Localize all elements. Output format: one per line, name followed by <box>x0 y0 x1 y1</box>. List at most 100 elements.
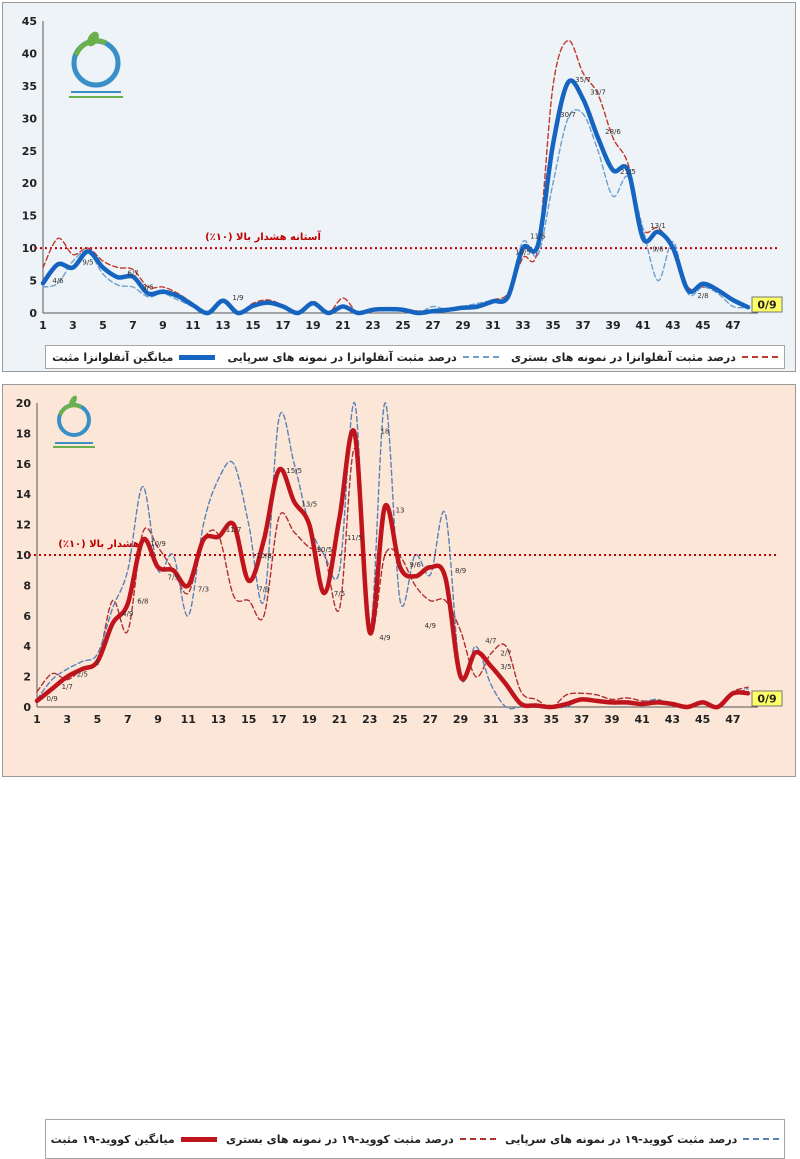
y-tick-label: 10 <box>16 549 32 562</box>
x-tick-label: 7 <box>124 713 132 726</box>
flu-chart-panel: 0 5 10 15 20 25 30 35 40 45 1 3 5 7 9 11 13 15 17 19 21 23 25 2… <box>2 2 796 372</box>
x-tick-label: 45 <box>695 713 710 726</box>
x-tick-label: 1 <box>39 319 47 332</box>
legend-label: درصد مثبت آنفلوانزا در نمونه های بستری <box>511 350 736 364</box>
data-label: 2/5 <box>77 671 88 679</box>
data-label: 3/6 <box>142 284 154 292</box>
logo-icon <box>53 395 95 448</box>
data-label: 2/8 <box>697 292 708 300</box>
legend-item-outpatient: درصد مثبت کووید-۱۹ در نمونه های سرپایی <box>505 1133 780 1146</box>
series-line-avg <box>40 78 751 316</box>
legend-label: درصد مثبت کووید-۱۹ در نمونه های بستری <box>226 1132 454 1146</box>
threshold-label: آستانه هشدار بالا (۱۰٪) <box>205 230 321 243</box>
data-label: 10/5 <box>317 546 333 554</box>
data-label: 11/7 <box>226 526 242 534</box>
legend-swatch <box>741 356 778 358</box>
x-tick-label: 39 <box>605 319 620 332</box>
x-tick-label: 3 <box>63 713 71 726</box>
y-tick-label: 16 <box>16 458 32 471</box>
y-tick-label: 4 <box>23 640 31 653</box>
y-tick-label: 20 <box>16 397 32 410</box>
data-label: 7/3 <box>258 585 269 593</box>
data-label: 0/9 <box>46 695 57 703</box>
x-tick-label: 11 <box>185 319 200 332</box>
y-tick-label: 30 <box>22 112 38 125</box>
x-tick-label: 23 <box>362 713 377 726</box>
x-tick-label: 7 <box>129 319 137 332</box>
x-tick-label: 33 <box>513 713 528 726</box>
data-label: 1/7 <box>62 683 73 691</box>
data-label: 18 <box>380 427 389 435</box>
data-label: 13 <box>396 506 405 514</box>
data-label: 1 <box>95 658 99 666</box>
data-label: 15/5 <box>286 467 302 475</box>
x-tick-label: 45 <box>695 319 710 332</box>
x-tick-label: 13 <box>211 713 226 726</box>
x-tick-label: 23 <box>365 319 380 332</box>
data-label: 11/5 <box>530 232 546 240</box>
data-label: 11/5 <box>347 534 363 542</box>
series-line-inpatient <box>42 39 749 315</box>
legend-swatch <box>462 356 499 358</box>
x-tick-label: 15 <box>241 713 256 726</box>
x-tick-label: 11 <box>181 713 196 726</box>
legend-item-outpatient: درصد مثبت آنفلوانزا در نمونه های سرپایی <box>228 351 499 364</box>
x-tick-label: 31 <box>483 713 498 726</box>
legend-item-inpatient: درصد مثبت آنفلوانزا در نمونه های بستری <box>511 351 778 364</box>
x-tick-label: 37 <box>575 319 590 332</box>
x-tick-label: 19 <box>305 319 320 332</box>
y-tick-label: 8 <box>23 579 31 592</box>
y-tick-label: 25 <box>22 145 37 158</box>
data-label: 30/7 <box>560 111 576 119</box>
data-label: 9/6 <box>652 245 664 253</box>
last-value-label: 0/9 <box>757 299 776 312</box>
x-tick-label: 9 <box>154 713 162 726</box>
x-tick-label: 15 <box>245 319 260 332</box>
x-tick-label: 29 <box>453 713 468 726</box>
legend-swatch <box>180 1136 217 1142</box>
data-label: 4/7 <box>485 637 496 645</box>
data-label: 4/9 <box>122 610 133 618</box>
flu-legend: میانگین آنفلوانزا مثبت درصد مثبت آنفلوان… <box>45 345 785 369</box>
legend-item-inpatient: درصد مثبت کووید-۱۹ در نمونه های بستری <box>226 1133 496 1146</box>
x-tick-label: 29 <box>455 319 470 332</box>
data-label: 9/5 <box>82 258 93 266</box>
y-tick-label: 14 <box>16 488 32 501</box>
x-tick-label: 5 <box>94 713 102 726</box>
data-label: 3/5 <box>500 663 511 671</box>
data-label: 6/8 <box>137 598 148 606</box>
x-tick-label: 17 <box>271 713 286 726</box>
y-tick-label: 45 <box>22 15 37 28</box>
x-tick-label: 47 <box>725 713 740 726</box>
data-label: 28/6 <box>605 128 621 136</box>
y-tick-label: 15 <box>22 210 37 223</box>
x-tick-label: 13 <box>215 319 230 332</box>
x-tick-label: 33 <box>515 319 530 332</box>
series-line-avg <box>34 428 751 710</box>
series-line-outpatient <box>36 402 749 710</box>
legend-item-avg: میانگین کووید-۱۹ مثبت <box>51 1133 217 1146</box>
legend-item-avg: میانگین آنفلوانزا مثبت <box>52 351 216 364</box>
y-tick-label: 10 <box>22 242 38 255</box>
data-label: 7/5 <box>334 590 345 598</box>
x-tick-label: 19 <box>302 713 317 726</box>
logo-icon <box>69 31 123 98</box>
data-label: 4/9 <box>425 622 436 630</box>
covid-chart-panel: 0 2 4 6 8 10 12 14 16 18 20 1 3 5 7 9 11 13 15 17 19 21 23 25 27… <box>2 384 796 1159</box>
x-tick-label: 31 <box>485 319 500 332</box>
x-tick-label: 43 <box>665 713 680 726</box>
x-tick-label: 9 <box>159 319 167 332</box>
y-tick-label: 12 <box>16 519 31 532</box>
x-tick-label: 43 <box>665 319 680 332</box>
y-tick-label: 0 <box>23 701 31 714</box>
x-tick-label: 47 <box>725 319 740 332</box>
series-line-outpatient <box>42 109 749 314</box>
data-label: 7/9 <box>168 573 179 581</box>
data-label: 2/7 <box>500 649 511 657</box>
last-value-label: 0/9 <box>757 693 776 706</box>
x-tick-label: 35 <box>544 713 559 726</box>
x-tick-label: 21 <box>332 713 347 726</box>
covid-legend: میانگین کووید-۱۹ مثبت درصد مثبت کووید-۱۹… <box>45 1119 785 1159</box>
